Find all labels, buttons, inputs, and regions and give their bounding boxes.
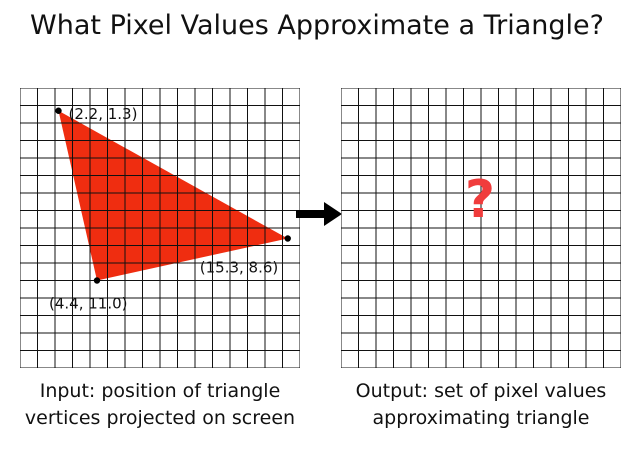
input-caption-line1: Input: position of triangle <box>39 380 281 402</box>
input-grid-panel: (2.2, 1.3) (15.3, 8.6) (4.4, 11.0) <box>20 88 300 368</box>
vertex-point <box>284 235 291 242</box>
question-mark-icon: ? <box>464 170 496 230</box>
input-caption: Input: position of triangle vertices pro… <box>10 378 310 432</box>
vertex-label: (15.3, 8.6) <box>200 259 279 277</box>
input-gridlines <box>20 88 300 368</box>
vertex-point <box>93 277 101 284</box>
output-gridlines <box>341 88 621 368</box>
input-grid: (2.2, 1.3) (15.3, 8.6) (4.4, 11.0) <box>20 88 300 368</box>
arrow-right-icon <box>296 202 342 226</box>
vertex-point <box>55 107 62 114</box>
vertex-label: (2.2, 1.3) <box>69 105 138 123</box>
page-title: What Pixel Values Approximate a Triangle… <box>30 10 604 41</box>
vertex-label: (4.4, 11.0) <box>49 295 128 313</box>
output-caption: Output: set of pixel values approximatin… <box>331 378 631 432</box>
output-grid-panel <box>341 88 621 368</box>
triangle <box>58 110 288 281</box>
output-caption-line2: approximating triangle <box>372 407 590 429</box>
input-caption-line2: vertices projected on screen <box>24 407 296 429</box>
output-grid <box>341 88 621 368</box>
output-caption-line1: Output: set of pixel values <box>355 380 607 402</box>
